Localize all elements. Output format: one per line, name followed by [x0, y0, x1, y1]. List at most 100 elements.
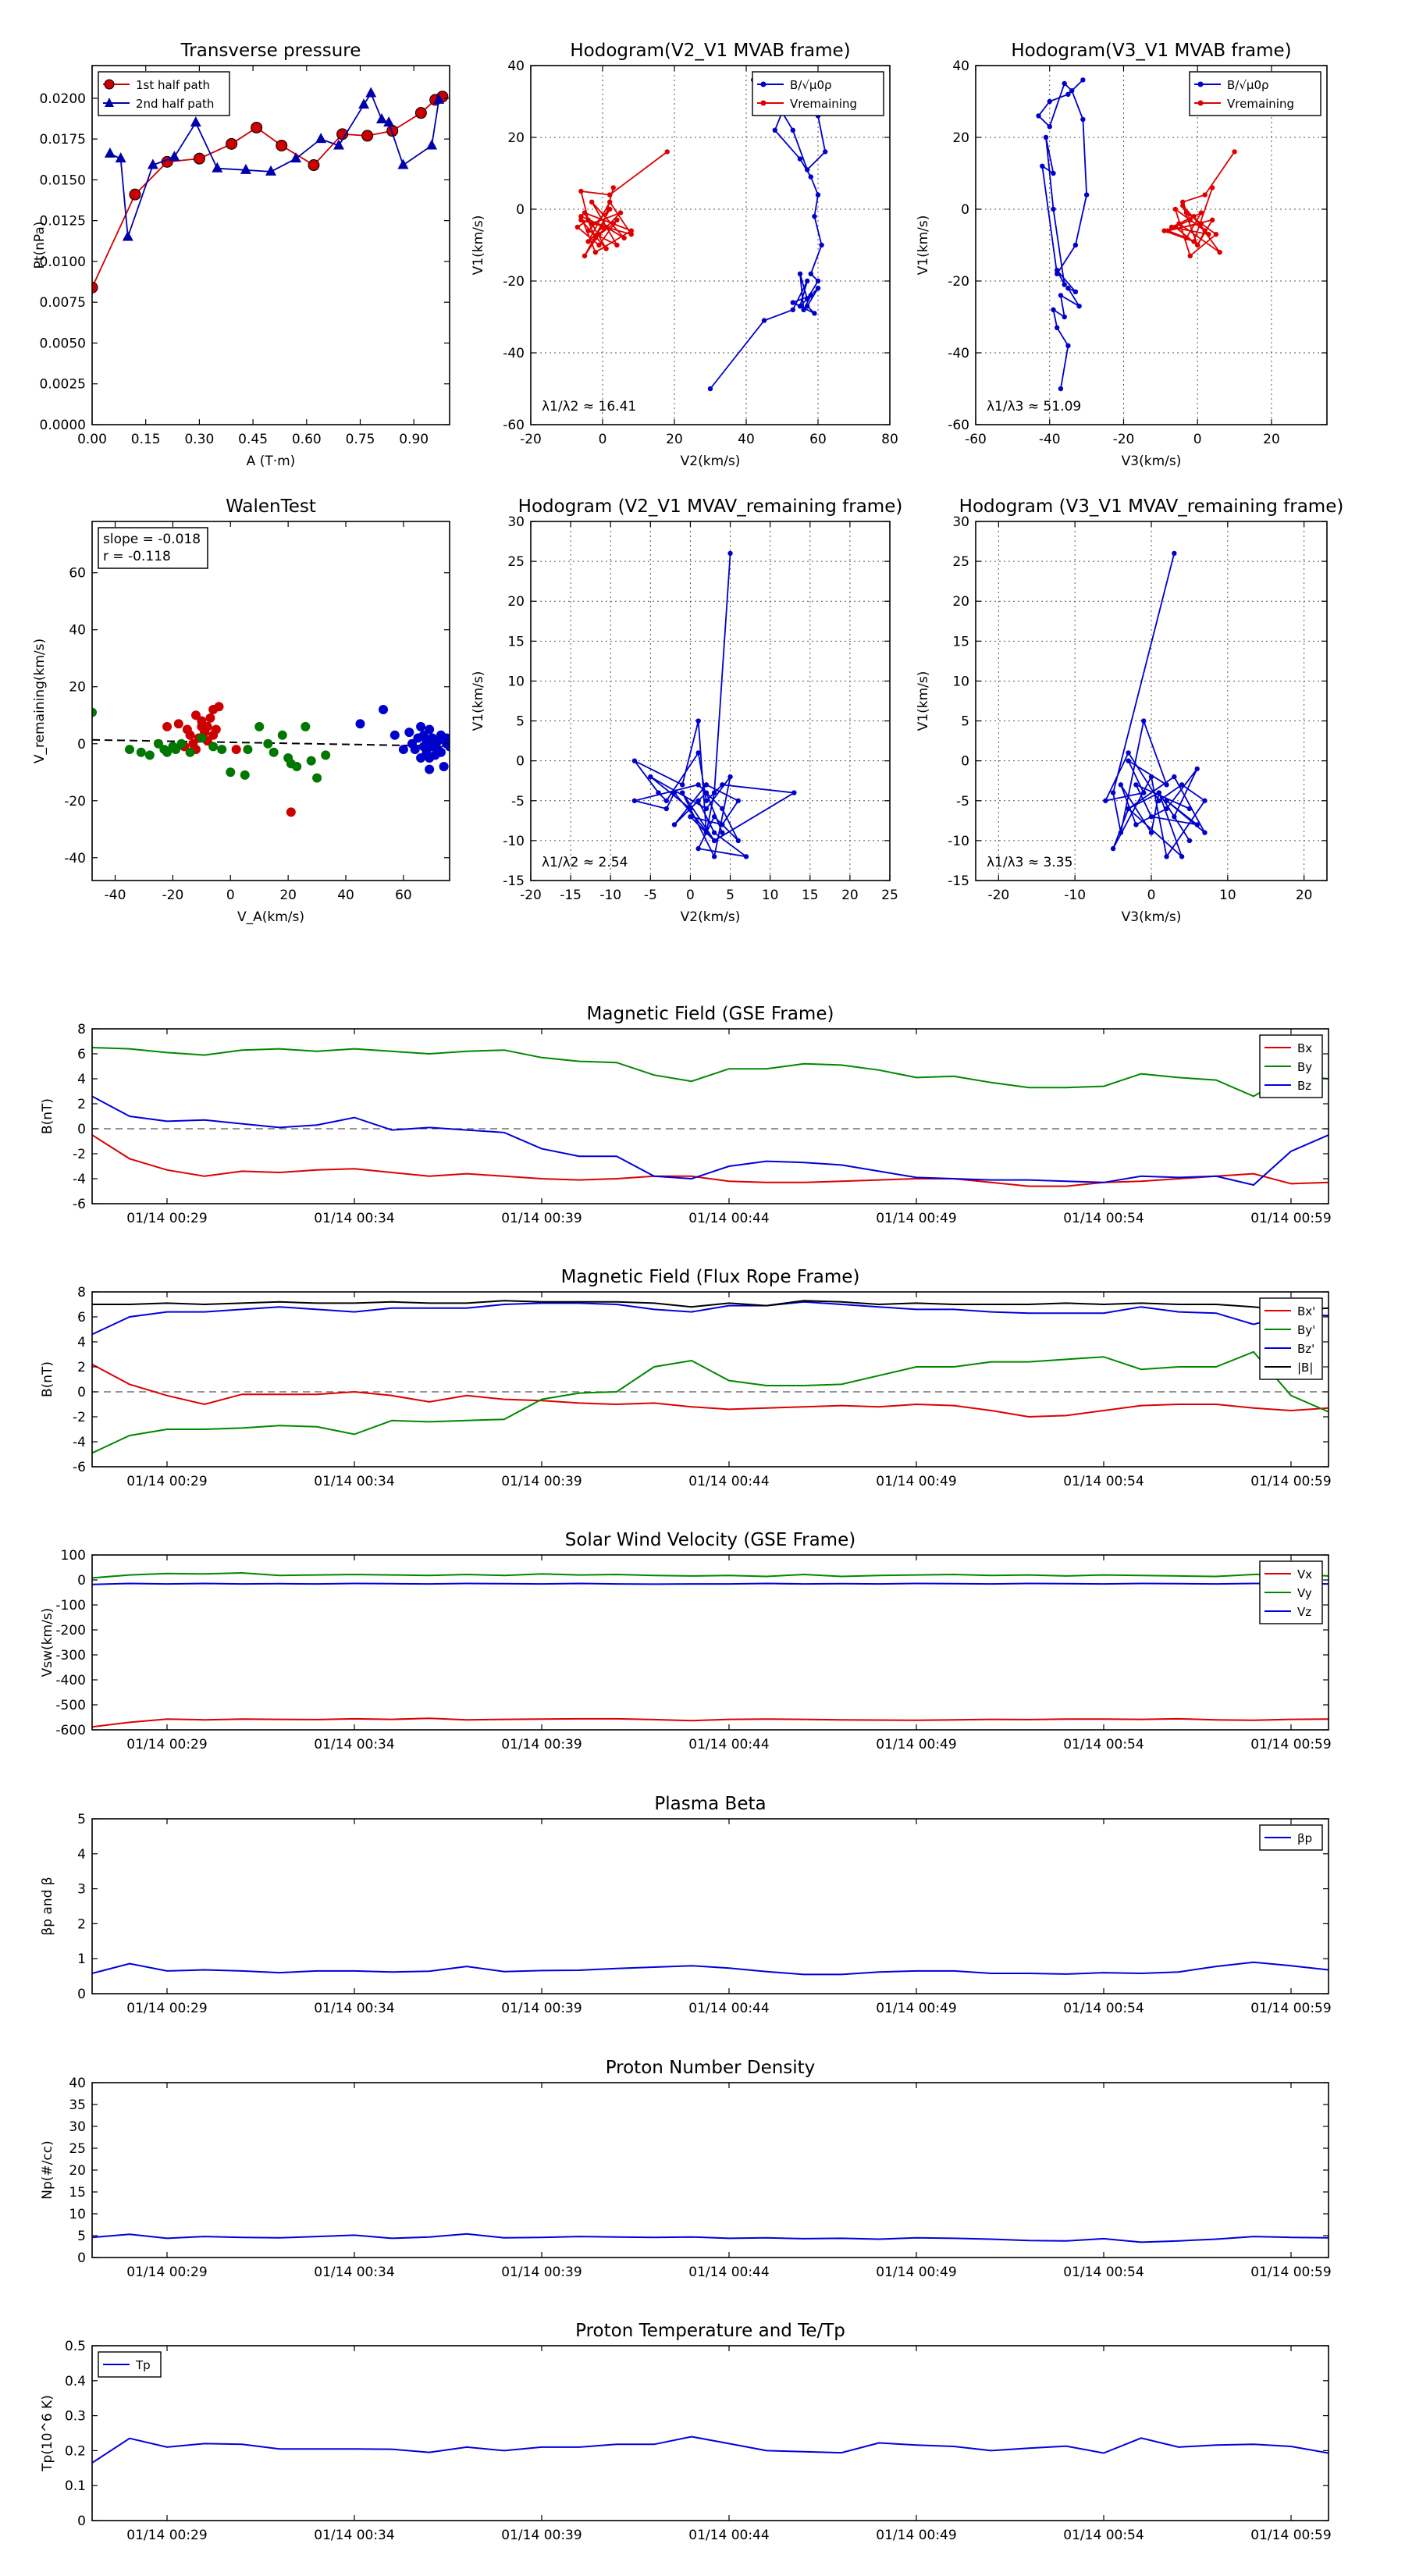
x-tick-label: 01/14 00:39	[501, 1737, 582, 1752]
y-tick-label: 20	[952, 594, 969, 610]
data-point	[1080, 77, 1086, 83]
series-line-1	[710, 79, 827, 390]
data-point	[122, 230, 133, 241]
data-point	[240, 163, 251, 174]
y-tick-label: 0	[961, 202, 969, 218]
data-point	[389, 730, 400, 740]
data-point	[416, 721, 426, 731]
data-point	[306, 756, 316, 766]
x-tick-label: 0.75	[346, 432, 375, 447]
y-tick-label: -15	[948, 873, 969, 889]
data-point	[812, 214, 817, 219]
data-point	[621, 235, 627, 240]
legend-frame	[1259, 1297, 1323, 1380]
chart-panel-8: Magnetic Field (Flux Rope Frame) 01/14 00…	[40, 1267, 1332, 1489]
y-tick-label: 0	[516, 202, 525, 218]
x-tick-label: 0.00	[77, 432, 107, 447]
x-tick-label: 01/14 00:44	[688, 1737, 769, 1752]
data-point	[410, 745, 420, 755]
data-point	[790, 127, 795, 133]
y-axis-label: Np(#/cc)	[40, 2140, 55, 2199]
data-point	[695, 750, 701, 756]
data-point	[333, 139, 345, 150]
y-tick-label: 40	[952, 59, 969, 74]
x-tick-label: 01/14 00:49	[876, 2265, 956, 2280]
data-layer	[92, 702, 450, 817]
data-point	[574, 224, 580, 230]
x-tick-label: 01/14 00:54	[1063, 2001, 1144, 2016]
data-point	[404, 728, 414, 738]
data-point	[1058, 386, 1064, 392]
x-tick-label: 01/14 00:34	[314, 2528, 394, 2543]
x-tick-label: 01/14 00:29	[126, 1737, 207, 1752]
data-point	[1179, 854, 1185, 859]
data-point	[1187, 217, 1193, 222]
data-point	[269, 747, 279, 757]
y-axis-label: V1(km/s)	[471, 215, 486, 276]
data-point	[283, 753, 293, 763]
series-line-1	[92, 2435, 1329, 2464]
data-point	[711, 790, 717, 795]
y-tick-label: -300	[55, 1648, 86, 1663]
data-point	[797, 156, 803, 162]
data-point	[1180, 199, 1186, 205]
data-point	[92, 281, 98, 294]
data-point	[358, 98, 370, 109]
data-point	[375, 113, 387, 123]
y-tick-label: -100	[55, 1598, 86, 1614]
data-point	[308, 159, 320, 172]
data-point	[398, 745, 408, 755]
data-point	[617, 210, 624, 215]
y-tick-label: 15	[507, 634, 525, 649]
x-tick-label: 01/14 00:44	[688, 1474, 769, 1489]
data-point	[1047, 98, 1052, 105]
data-point	[790, 300, 795, 305]
chart-panel-3: Hodogram(V3_V1 MVAB frame) -60 -40 -20 0 20 -6…	[916, 41, 1328, 469]
data-point	[790, 307, 795, 312]
data-point	[1110, 845, 1116, 852]
data-layer	[92, 87, 449, 294]
x-axis-label: V2(km/s)	[681, 909, 741, 925]
data-point	[1183, 210, 1190, 215]
data-point	[628, 228, 634, 233]
legend-label: Bx	[1297, 1041, 1312, 1055]
data-point	[1186, 806, 1193, 812]
data-point	[614, 242, 620, 248]
data-point	[292, 761, 302, 771]
y-tick-label: -5	[511, 794, 525, 809]
data-point	[585, 228, 591, 233]
data-point	[614, 217, 620, 222]
data-point	[1164, 806, 1169, 812]
data-point	[578, 188, 584, 194]
y-tick-label: 8	[77, 1285, 86, 1300]
x-tick-label: 20	[279, 888, 297, 903]
y-axis-label: V_remaining(km/s)	[32, 639, 48, 763]
y-tick-label: -500	[55, 1698, 86, 1713]
x-tick-label: 01/14 00:34	[314, 1474, 394, 1489]
data-point	[797, 304, 803, 309]
data-point	[425, 753, 435, 763]
y-tick-label: -4	[73, 1435, 86, 1450]
y-tick-label: 6	[77, 1047, 86, 1062]
x-tick-label: 01/14 00:59	[1250, 2528, 1331, 2543]
data-point	[1065, 91, 1071, 98]
data-point	[727, 550, 733, 557]
data-point	[808, 293, 814, 298]
y-axis-label: Tp(10^6 K)	[40, 2395, 55, 2472]
legend: Vx Vy Vz	[1259, 1560, 1323, 1624]
chart-panel-9: Solar Wind Velocity (GSE Frame) 01/14 00:…	[40, 1530, 1332, 1752]
x-tick-label: 01/14 00:39	[501, 2528, 582, 2543]
axes-frame	[91, 1028, 1329, 1204]
data-point	[355, 719, 365, 729]
data-point	[153, 738, 163, 749]
y-tick-label: 0.1	[65, 2478, 86, 2494]
y-tick-label: 0	[77, 2250, 86, 2266]
x-tick-label: 01/14 00:39	[501, 2265, 582, 2280]
data-point	[144, 750, 155, 760]
y-tick-label: 40	[507, 59, 525, 74]
x-tick-label: 0.45	[238, 432, 268, 447]
data-point	[1072, 289, 1079, 294]
y-tick-label: -6	[73, 1197, 86, 1212]
data-point	[1172, 206, 1178, 212]
